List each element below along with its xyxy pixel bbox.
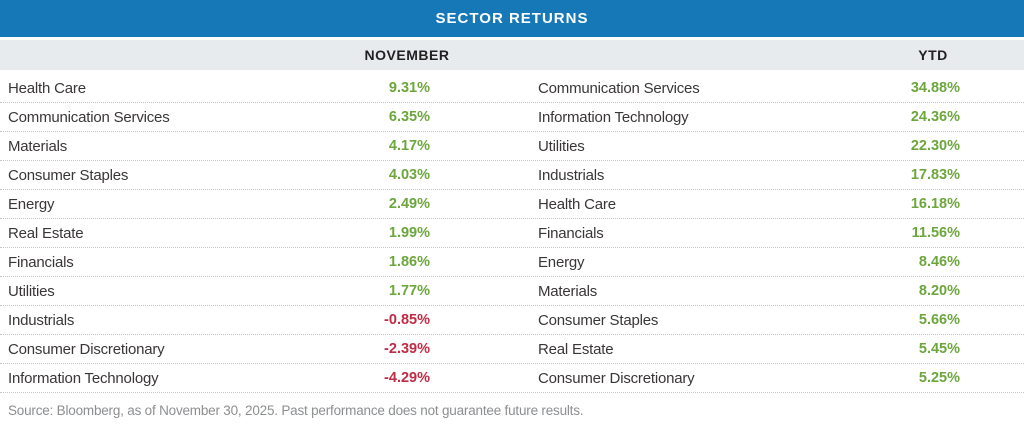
sector-value-november: -0.85% [384,312,430,328]
table-row: Health Care 9.31% Communication Services… [0,74,1024,103]
sector-value-november: 9.31% [388,80,430,96]
sector-label-ytd: Energy [538,253,585,271]
sector-value-ytd: 34.88% [910,80,960,96]
title-bar: SECTOR RETURNS [0,0,1024,37]
sector-label-ytd: Health Care [538,195,616,213]
sector-value-ytd: 5.45% [918,341,960,357]
sector-label-november: Real Estate [8,224,84,242]
sector-value-november: 4.17% [388,138,430,154]
source-note: Source: Bloomberg, as of November 30, 20… [8,403,584,418]
table-row: Energy 2.49% Health Care 16.18% [0,190,1024,219]
sector-label-ytd: Materials [538,282,598,300]
sector-label-ytd: Consumer Staples [538,311,659,329]
sector-label-november: Energy [8,195,55,213]
sector-label-ytd: Consumer Discretionary [538,369,695,387]
sector-label-november: Health Care [8,79,86,97]
table-row: Consumer Staples 4.03% Industrials 17.83… [0,161,1024,190]
sector-value-november: 1.77% [388,283,430,299]
sector-value-november: 4.03% [388,167,430,183]
table-row: Utilities 1.77% Materials 8.20% [0,277,1024,306]
sector-label-november: Consumer Staples [8,166,129,184]
page-title: SECTOR RETURNS [435,10,589,27]
column-header-ytd: YTD [918,47,948,63]
sector-value-ytd: 24.36% [910,109,960,125]
sector-value-november: -4.29% [384,370,430,386]
sector-label-november: Financials [8,253,74,271]
sector-value-ytd: 16.18% [910,196,960,212]
sector-value-november: 1.99% [388,225,430,241]
sector-label-ytd: Information Technology [538,108,689,126]
sector-label-ytd: Real Estate [538,340,614,358]
sector-value-ytd: 8.20% [918,283,960,299]
sector-value-november: 1.86% [388,254,430,270]
sector-label-ytd: Communication Services [538,79,700,97]
sector-value-ytd: 5.25% [918,370,960,386]
divider [0,37,1024,40]
column-header-november: NOVEMBER [364,47,450,63]
sector-label-november: Communication Services [8,108,170,126]
sector-returns-table: Health Care 9.31% Communication Services… [0,74,1024,393]
sector-value-ytd: 11.56% [911,225,960,241]
sector-label-ytd: Industrials [538,166,605,184]
table-row: Information Technology -4.29% Consumer D… [0,364,1024,393]
sector-label-november: Information Technology [8,369,159,387]
sector-value-ytd: 22.30% [910,138,960,154]
table-row: Real Estate 1.99% Financials 11.56% [0,219,1024,248]
table-row: Materials 4.17% Utilities 22.30% [0,132,1024,161]
sector-label-november: Industrials [8,311,75,329]
sector-label-november: Materials [8,137,68,155]
sector-label-november: Consumer Discretionary [8,340,165,358]
sector-value-november: 6.35% [388,109,430,125]
sector-value-ytd: 8.46% [918,254,960,270]
sector-value-ytd: 5.66% [918,312,960,328]
sector-value-ytd: 17.83% [910,167,960,183]
sector-label-november: Utilities [8,282,55,300]
table-row: Financials 1.86% Energy 8.46% [0,248,1024,277]
column-header-row: NOVEMBER YTD [0,40,1024,70]
sector-label-ytd: Utilities [538,137,585,155]
sector-value-november: -2.39% [384,341,430,357]
sector-value-november: 2.49% [388,196,430,212]
table-row: Industrials -0.85% Consumer Staples 5.66… [0,306,1024,335]
table-row: Communication Services 6.35% Information… [0,103,1024,132]
sector-label-ytd: Financials [538,224,604,242]
table-row: Consumer Discretionary -2.39% Real Estat… [0,335,1024,364]
